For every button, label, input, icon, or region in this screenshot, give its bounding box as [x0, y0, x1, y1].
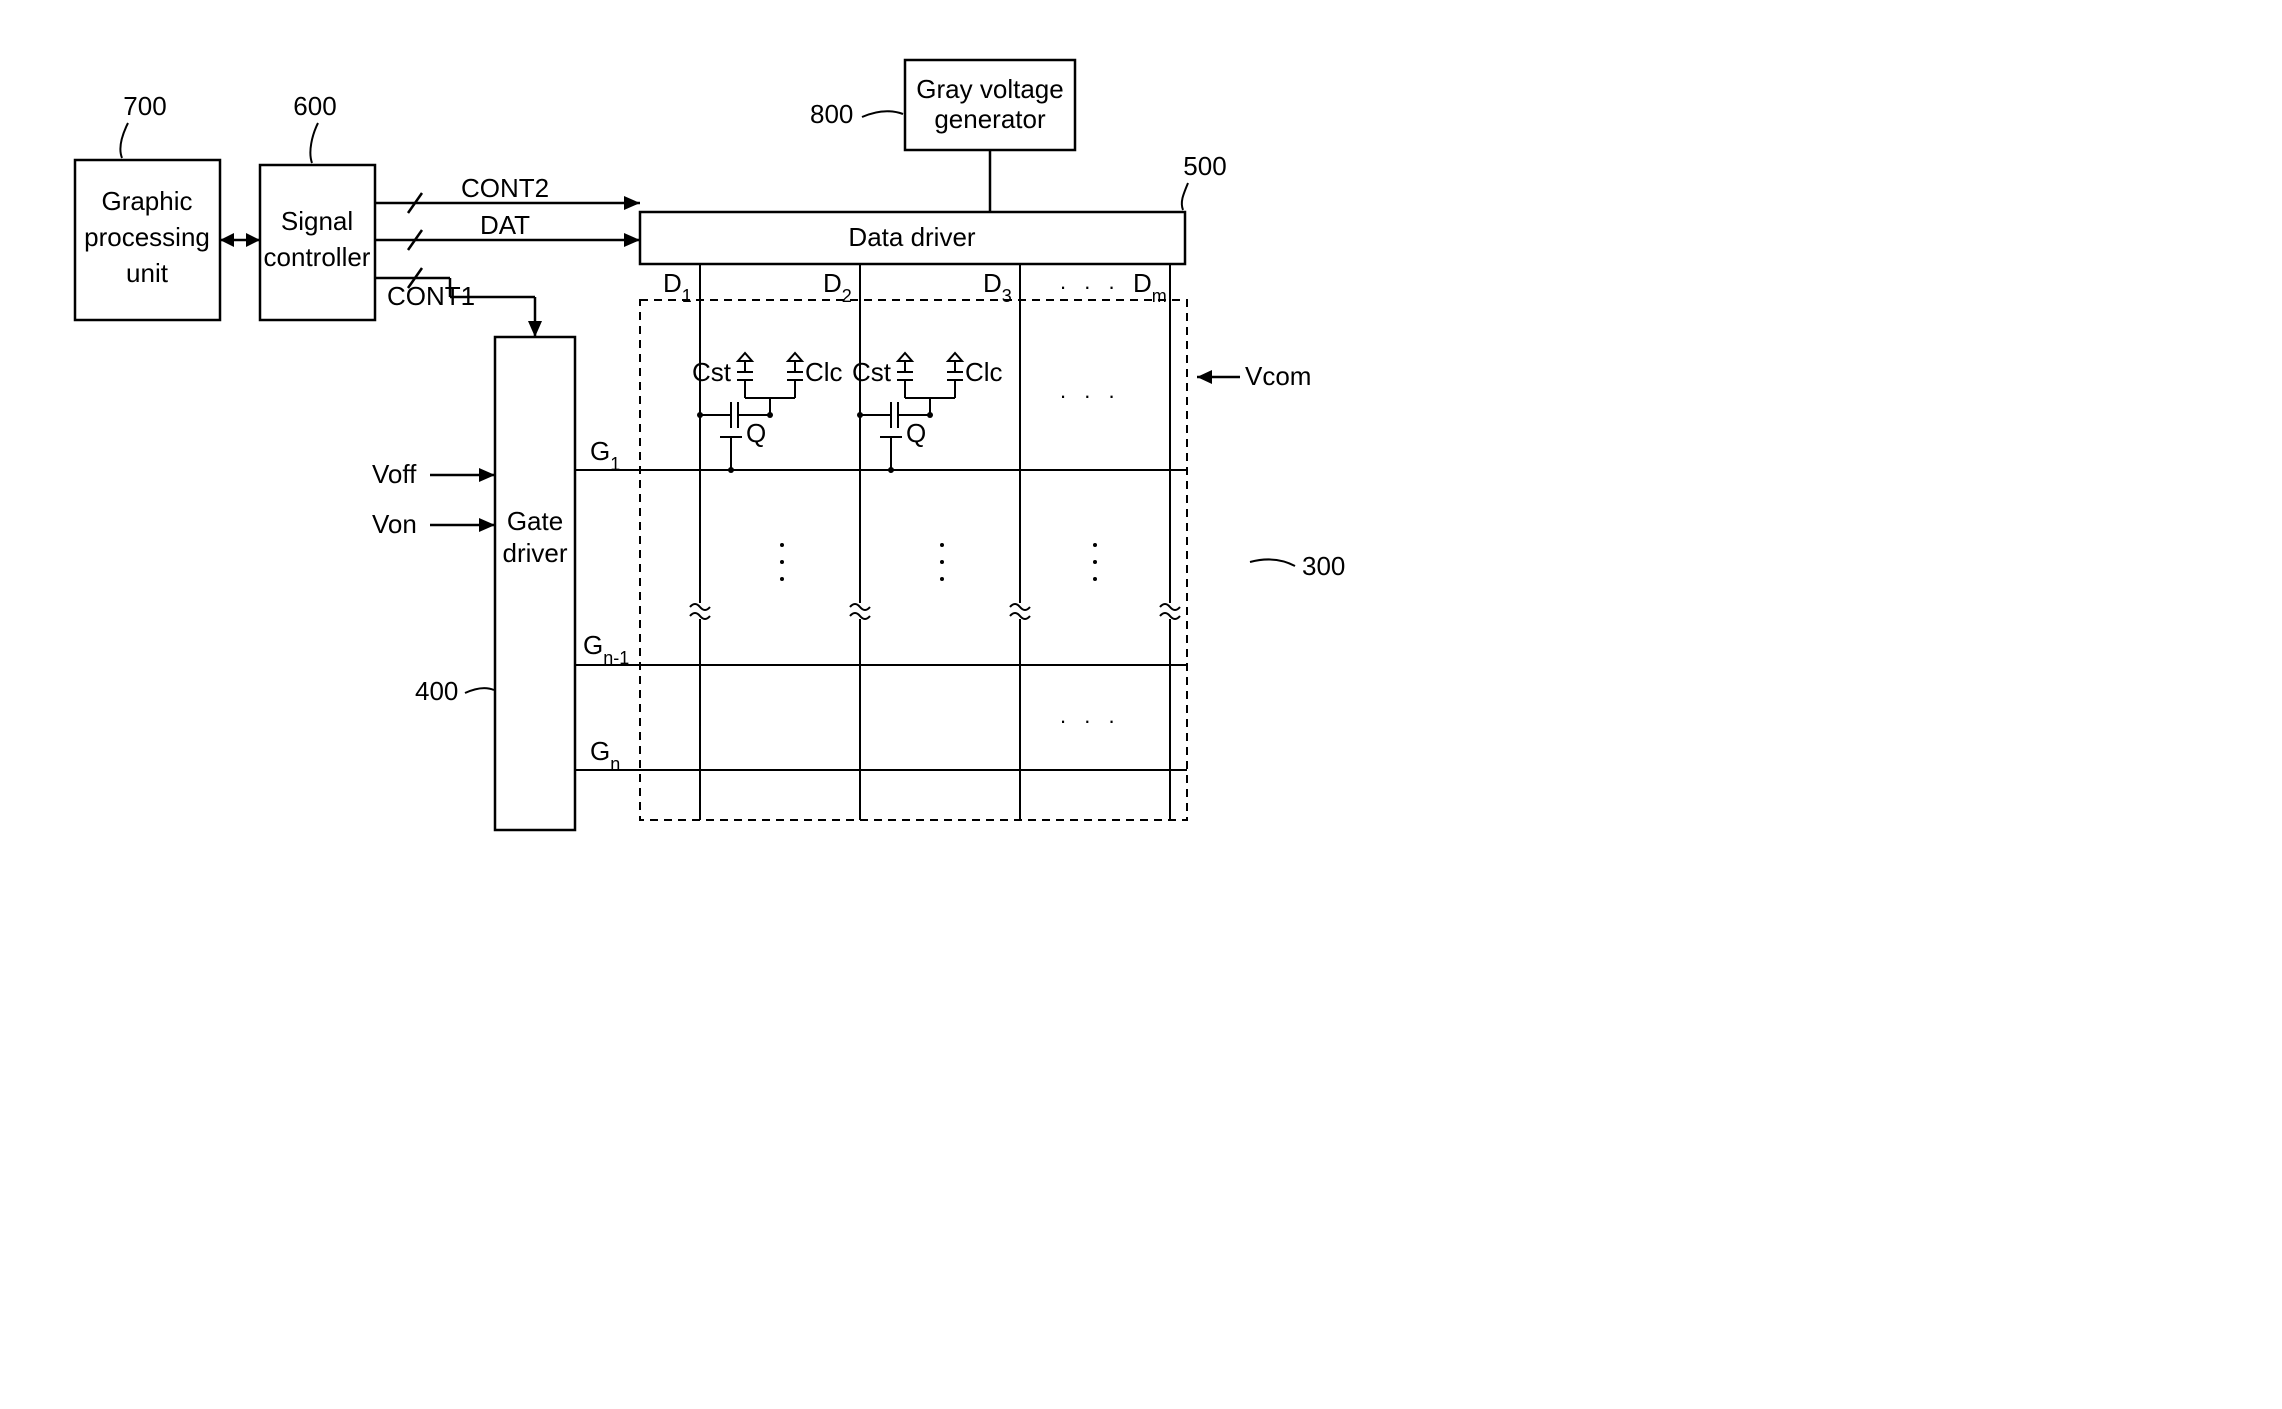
gate-vdots-3: [1093, 543, 1097, 581]
q-label-1: Q: [746, 418, 766, 448]
gatedrv-label-l2: driver: [502, 538, 567, 568]
d-ellipsis: . . .: [1060, 269, 1121, 294]
vcom-label: Vcom: [1245, 361, 1311, 391]
gatedrv-box: [495, 337, 575, 830]
sigctrl-tick: [310, 123, 318, 163]
break-dm: [1160, 603, 1180, 619]
panel-tick: [1250, 559, 1295, 566]
cell-ellipsis-2: . . .: [1060, 703, 1121, 728]
gpu-label-l2: processing: [84, 222, 210, 252]
grayvg-num: 800: [810, 99, 853, 129]
sigctrl-label-l2: controller: [264, 242, 371, 272]
sigctrl-num: 600: [293, 91, 336, 121]
cell-ellipsis-1: . . .: [1060, 378, 1121, 403]
pixel-2: Q Cst Clc: [852, 353, 1003, 473]
voff-arrow: [479, 468, 495, 482]
von-arrow: [479, 518, 495, 532]
grayvg-label-l2: generator: [934, 104, 1046, 134]
cst-label-2: Cst: [852, 357, 892, 387]
cont1-label: CONT1: [387, 281, 475, 311]
g1-label: G1: [590, 436, 620, 474]
break-d1: [690, 603, 710, 619]
cont2-arrow: [624, 196, 640, 210]
grayvg-tick: [862, 111, 903, 117]
cont1-arrow: [528, 321, 542, 337]
clc-label-1: Clc: [805, 357, 843, 387]
break-d2: [850, 603, 870, 619]
pixel-1: Q Cst Clc: [692, 353, 843, 473]
cont2-label: CONT2: [461, 173, 549, 203]
gpu-sig-arrow-r: [246, 233, 260, 247]
gpu-sig-arrow-l: [220, 233, 234, 247]
voff-label: Voff: [372, 459, 417, 489]
panel-num: 300: [1302, 551, 1345, 581]
gn1-label: Gn-1: [583, 630, 629, 668]
gatedrv-tick: [465, 688, 494, 693]
clc-label-2: Clc: [965, 357, 1003, 387]
cst-label-1: Cst: [692, 357, 732, 387]
gate-vdots-2: [940, 543, 944, 581]
break-d3: [1010, 603, 1030, 619]
sigctrl-label-l1: Signal: [281, 206, 353, 236]
gn-label: Gn: [590, 736, 620, 774]
dat-label: DAT: [480, 210, 530, 240]
datadrv-tick: [1182, 183, 1188, 210]
vcom-arrow-head: [1197, 370, 1212, 384]
gpu-label-l1: Graphic: [101, 186, 192, 216]
gpu-tick: [120, 123, 128, 158]
von-label: Von: [372, 509, 417, 539]
gate-vdots-1: [780, 543, 784, 581]
datadrv-num: 500: [1183, 151, 1226, 181]
d1-label: D1: [663, 268, 692, 306]
dat-arrow: [624, 233, 640, 247]
gpu-label-l3: unit: [126, 258, 169, 288]
gatedrv-label-l1: Gate: [507, 506, 563, 536]
datadrv-label: Data driver: [848, 222, 975, 252]
gatedrv-num: 400: [415, 676, 458, 706]
grayvg-label-l1: Gray voltage: [916, 74, 1063, 104]
q-label-2: Q: [906, 418, 926, 448]
gpu-num: 700: [123, 91, 166, 121]
